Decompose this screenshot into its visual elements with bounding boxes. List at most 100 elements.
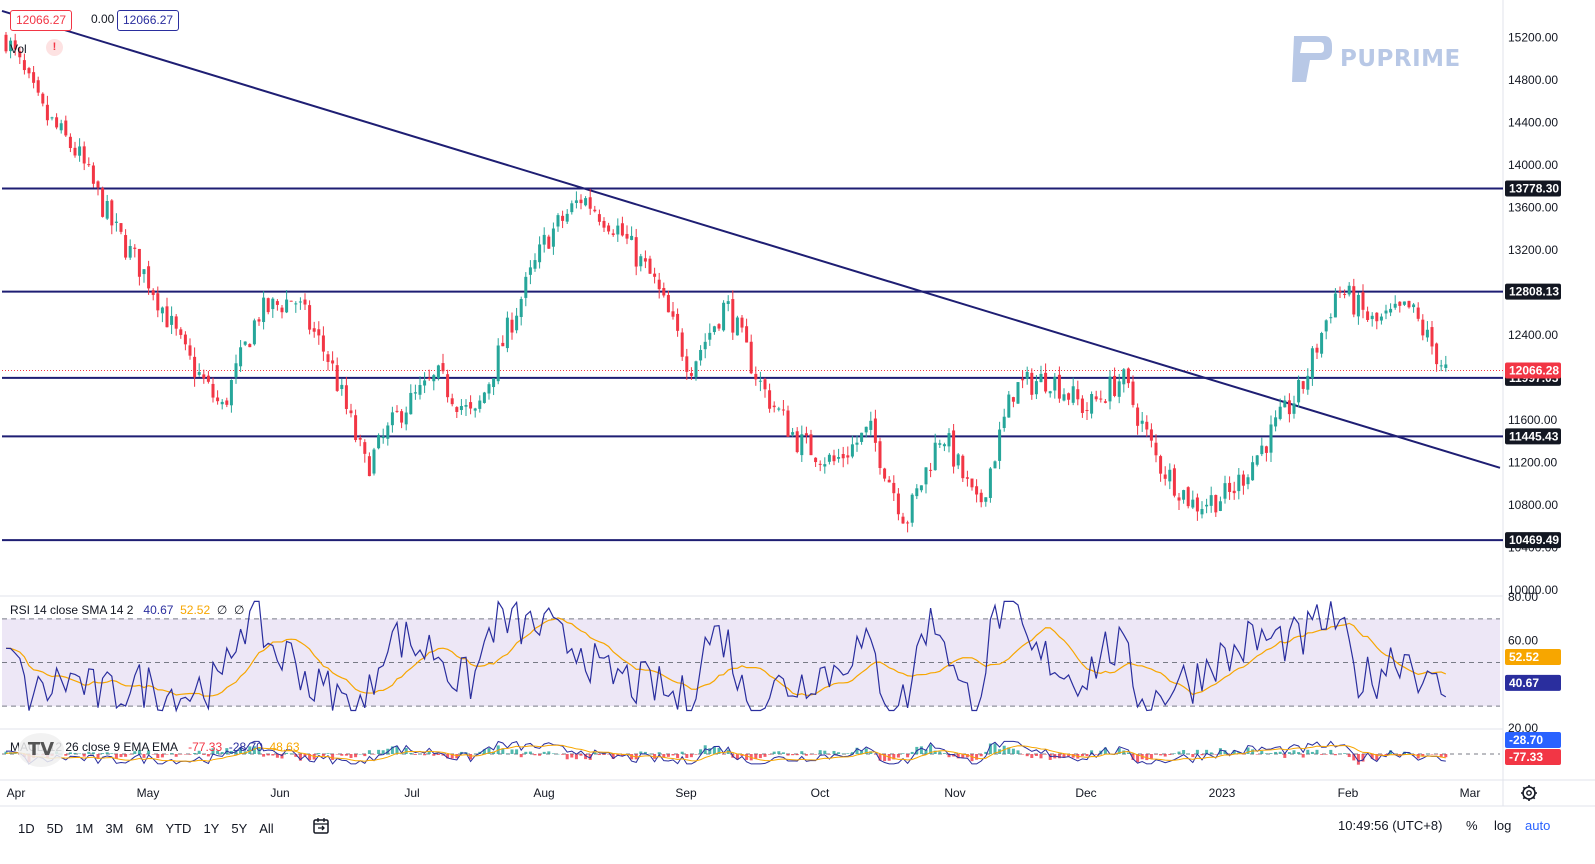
macd-histogram-bar [533, 754, 537, 756]
price-tick-label: 11200.00 [1508, 456, 1557, 470]
macd-histogram-bar [850, 752, 854, 754]
timeframe-5y[interactable]: 5Y [231, 820, 248, 836]
timeframe-6m[interactable]: 6M [135, 820, 154, 836]
level-badge: 10469.49 [1509, 533, 1559, 547]
macd-histogram-bar [768, 754, 772, 755]
macd-histogram-bar [427, 751, 431, 754]
level-badge: 12808.13 [1509, 285, 1559, 299]
candle-body [119, 223, 123, 232]
clock[interactable]: 10:49:56 (UTC+8) [1338, 818, 1443, 833]
candle-body [1402, 301, 1406, 305]
candle-body [841, 454, 845, 459]
macd-histogram-bar [436, 754, 440, 755]
candle-body [395, 410, 399, 412]
macd-histogram-bar [1071, 754, 1075, 758]
macd-histogram-bar [919, 746, 923, 754]
macd-histogram-bar [1200, 754, 1204, 756]
candle-body [1090, 394, 1094, 414]
candle-body [1209, 495, 1213, 506]
macd-hist-badge: -77.33 [1509, 750, 1543, 764]
macd-histogram-bar [1287, 752, 1291, 754]
candle-body [671, 311, 675, 317]
candle-body [1131, 381, 1135, 405]
candle-body [64, 120, 68, 136]
macd-histogram-bar [1338, 753, 1342, 755]
timeframe-1d[interactable]: 1D [18, 820, 35, 836]
percent-toggle[interactable]: % [1466, 818, 1478, 833]
candle-body [791, 432, 795, 435]
warning-icon[interactable]: ! [46, 39, 63, 56]
candle-body [1278, 406, 1282, 419]
candle-body [1292, 403, 1296, 414]
candle-body [717, 324, 721, 329]
gear-icon[interactable] [1520, 784, 1538, 802]
rsi-tick-label: 80.00 [1508, 590, 1538, 604]
candle-body [289, 300, 293, 302]
timeframe-ytd[interactable]: YTD [165, 820, 192, 836]
macd-histogram-bar [1131, 754, 1135, 760]
candle-body [694, 361, 698, 378]
price-tick-label: 11600.00 [1508, 413, 1557, 427]
candle-body [1338, 290, 1342, 292]
macd-histogram-bar [616, 754, 620, 756]
candle-body [653, 273, 657, 277]
timeframe-1y[interactable]: 1Y [203, 820, 220, 836]
macd-histogram-bar [570, 754, 574, 758]
candle-body [248, 344, 252, 348]
candle-body [197, 372, 201, 375]
rsi-sma-line [5, 617, 1447, 697]
candle-body [1136, 407, 1140, 426]
macd-histogram-bar [1057, 754, 1061, 759]
candle-body [1389, 308, 1393, 313]
price-tick-label: 13600.00 [1508, 201, 1558, 215]
macd-histogram-bar [202, 754, 206, 755]
timeframe-3m[interactable]: 3M [105, 820, 124, 836]
candle-body [239, 347, 243, 367]
candle-body [510, 319, 514, 333]
candle-body [183, 334, 187, 345]
timeframe-1m[interactable]: 1M [75, 820, 94, 836]
date-range-icon[interactable] [312, 817, 330, 835]
rsi-badge-bg [1505, 674, 1561, 691]
macd-histogram-bar [1172, 753, 1176, 754]
candle-body [41, 93, 45, 104]
macd-histogram-bar [1274, 751, 1278, 754]
macd-histogram-bar [708, 748, 712, 754]
macd-histogram-bar [147, 750, 151, 754]
candle-body [298, 301, 302, 303]
rsi-sma-badge-bg [1505, 648, 1561, 665]
candle-body [561, 215, 565, 221]
candle-body [1269, 424, 1273, 453]
macd-histogram-bar [993, 743, 997, 754]
tradingview-logo[interactable]: TV [18, 733, 64, 767]
candle-body [616, 225, 620, 235]
macd-histogram-bar [275, 754, 279, 758]
rsi-legend[interactable]: RSI 14 close SMA 14 2 40.67 52.52 ∅ ∅ [10, 603, 244, 617]
macd-histogram-bar [1067, 754, 1071, 757]
macd-histogram-bar [722, 754, 726, 755]
macd-histogram-bar [82, 754, 86, 757]
candle-body [1039, 373, 1043, 383]
candle-body [206, 375, 210, 382]
macd-histogram-bar [717, 747, 721, 754]
volume-label[interactable]: Vol [10, 42, 27, 56]
auto-toggle[interactable]: auto [1525, 818, 1551, 833]
candle-body [1251, 462, 1255, 481]
candle-body [1301, 381, 1305, 389]
macd-histogram-bar [257, 747, 261, 754]
macd-value: -28.70 [228, 740, 263, 754]
candle-body [662, 287, 666, 296]
candle-body [1034, 381, 1038, 395]
macd-histogram-bar [1136, 754, 1140, 763]
candle-body [36, 80, 40, 93]
rsi-na-1: ∅ [216, 603, 228, 617]
macd-histogram-bar [377, 749, 381, 754]
candle-body [455, 407, 459, 412]
candle-body [78, 146, 82, 156]
timeframe-5d[interactable]: 5D [46, 820, 64, 836]
time-tick-label: Oct [811, 786, 830, 800]
log-toggle[interactable]: log [1494, 818, 1512, 833]
timeframe-all[interactable]: All [259, 820, 274, 836]
candle-body [432, 375, 436, 382]
